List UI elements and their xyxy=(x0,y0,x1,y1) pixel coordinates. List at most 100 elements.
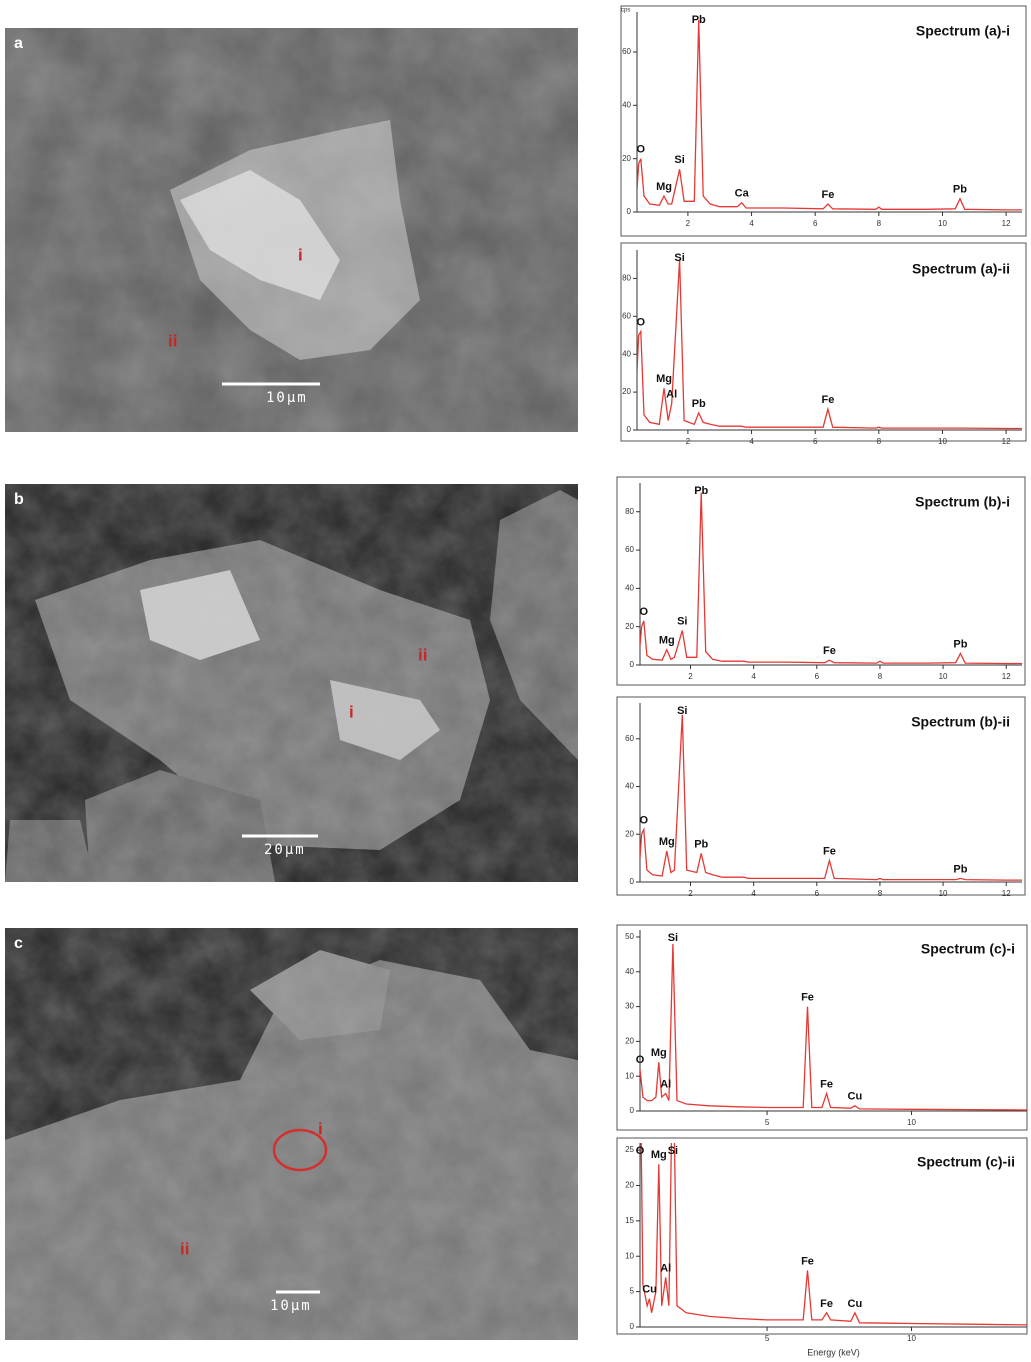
x-tick-label: 10 xyxy=(907,1334,916,1343)
peak-label: Al xyxy=(660,1079,671,1091)
x-tick-label: 8 xyxy=(878,889,883,898)
x-tick-label: 6 xyxy=(813,219,818,228)
x-tick-label: 12 xyxy=(1002,889,1011,898)
peak-label: O xyxy=(640,606,649,618)
x-tick-label: 8 xyxy=(877,437,882,446)
panel-letter: a xyxy=(14,35,23,52)
y-tick-label: 50 xyxy=(625,932,634,941)
y-tick-label: 40 xyxy=(625,782,634,791)
peak-label: Mg xyxy=(651,1149,667,1161)
y-tick-label: 15 xyxy=(625,1216,634,1225)
y-tick-label: 20 xyxy=(622,154,631,163)
peak-label: O xyxy=(636,1145,645,1157)
region-label: ii xyxy=(168,331,177,350)
x-tick-label: 10 xyxy=(907,1118,916,1127)
peak-label: Pb xyxy=(953,184,967,196)
peak-label: Fe xyxy=(821,189,834,201)
chart-title: Spectrum (a)-ii xyxy=(912,261,1010,277)
peak-label: Fe xyxy=(820,1298,833,1310)
x-tick-label: 8 xyxy=(878,672,883,681)
region-label: ii xyxy=(180,1239,189,1258)
y-tick-label: 40 xyxy=(625,583,634,592)
sem-texture xyxy=(5,928,578,1340)
y-tick-label: 10 xyxy=(625,1251,634,1260)
x-tick-label: 10 xyxy=(939,672,948,681)
peak-label: Al xyxy=(660,1262,671,1274)
peak-label: Ca xyxy=(735,188,750,200)
x-tick-label: 2 xyxy=(688,889,693,898)
x-tick-label: 2 xyxy=(688,672,693,681)
peak-label: Cu xyxy=(848,1298,863,1310)
x-tick-label: 10 xyxy=(938,437,947,446)
peak-label: Al xyxy=(666,388,677,400)
y-tick-label: 10 xyxy=(625,1071,634,1080)
region-label: i xyxy=(349,702,354,721)
peak-label: Cu xyxy=(848,1091,863,1103)
sem-panel-a: a i ii 10μm xyxy=(5,28,578,432)
y-tick-label: 60 xyxy=(622,47,631,56)
peak-label: Pb xyxy=(692,14,706,26)
peak-label: Pb xyxy=(694,838,708,850)
scale-bar-label: 10μm xyxy=(266,390,308,406)
panel-letter: b xyxy=(14,491,24,508)
y-tick-label: 0 xyxy=(630,1106,635,1115)
peak-label: Mg xyxy=(659,635,675,647)
x-axis-label: Energy (keV) xyxy=(807,1347,860,1357)
y-tick-label: 80 xyxy=(622,274,631,283)
peak-label: Fe xyxy=(801,1255,814,1267)
x-tick-label: 5 xyxy=(765,1118,770,1127)
y-tick-label: 80 xyxy=(625,507,634,516)
x-tick-label: 4 xyxy=(749,437,754,446)
x-tick-label: 2 xyxy=(686,219,691,228)
chart-frame xyxy=(621,6,1026,236)
region-label: i xyxy=(298,245,303,264)
sem-panel-b: b ii i 20μm xyxy=(5,484,578,882)
peak-label: Mg xyxy=(651,1047,667,1059)
y-tick-label: 20 xyxy=(622,387,631,396)
peak-label: Pb xyxy=(953,638,967,650)
spectrum-chart: 020406024681012cpsSpectrum (a)-iOMgSiPbC… xyxy=(621,6,1026,236)
x-tick-label: 10 xyxy=(939,889,948,898)
peak-label: Mg xyxy=(656,373,672,385)
y-tick-label: 20 xyxy=(625,1181,634,1190)
sem-texture xyxy=(5,484,578,882)
spectrum-line xyxy=(637,20,1022,210)
x-tick-label: 4 xyxy=(751,889,756,898)
y-tick-label: 0 xyxy=(630,660,635,669)
y-tick-label: 20 xyxy=(625,829,634,838)
peak-label: Fe xyxy=(823,645,836,657)
peak-label: Si xyxy=(677,705,687,717)
x-tick-label: 2 xyxy=(686,437,691,446)
peak-label: O xyxy=(640,814,649,826)
spectrum-line xyxy=(640,944,1027,1110)
x-tick-label: 12 xyxy=(1002,672,1011,681)
chart-title: Spectrum (c)-i xyxy=(921,941,1015,957)
peak-label: Fe xyxy=(820,1079,833,1091)
y-tick-label: 25 xyxy=(625,1145,634,1154)
spectrum-chart: 0 5 10 15 20 25 5 10 Energy (keV) Spectrum (c)-ii… xyxy=(617,1044,1027,1357)
peak-label: Si xyxy=(674,154,684,166)
scale-bar-label: 20μm xyxy=(264,842,306,858)
x-tick-label: 12 xyxy=(1002,437,1011,446)
peak-label: Pb xyxy=(953,863,967,875)
peak-label: O xyxy=(637,316,646,328)
y-tick-label: 0 xyxy=(630,1322,635,1331)
region-label: ii xyxy=(418,645,427,664)
y-tick-label: 40 xyxy=(625,967,634,976)
y-axis-label: cps xyxy=(621,8,630,14)
chart-title: Spectrum (c)-ii xyxy=(917,1154,1015,1170)
scale-bar-label: 10μm xyxy=(270,1298,312,1314)
chart-title: Spectrum (b)-ii xyxy=(911,714,1010,730)
y-tick-label: 30 xyxy=(625,1002,634,1011)
peak-label: Cu xyxy=(642,1284,657,1296)
y-tick-label: 20 xyxy=(625,1036,634,1045)
figure: a i ii 10μm b ii i 20μm c i ii 10μm 0204… xyxy=(0,0,1031,1362)
x-tick-label: 5 xyxy=(765,1334,770,1343)
region-label: i xyxy=(318,1119,323,1138)
peak-label: Mg xyxy=(659,836,675,848)
peak-label: Pb xyxy=(692,398,706,410)
y-tick-label: 60 xyxy=(625,545,634,554)
y-tick-label: 40 xyxy=(622,100,631,109)
